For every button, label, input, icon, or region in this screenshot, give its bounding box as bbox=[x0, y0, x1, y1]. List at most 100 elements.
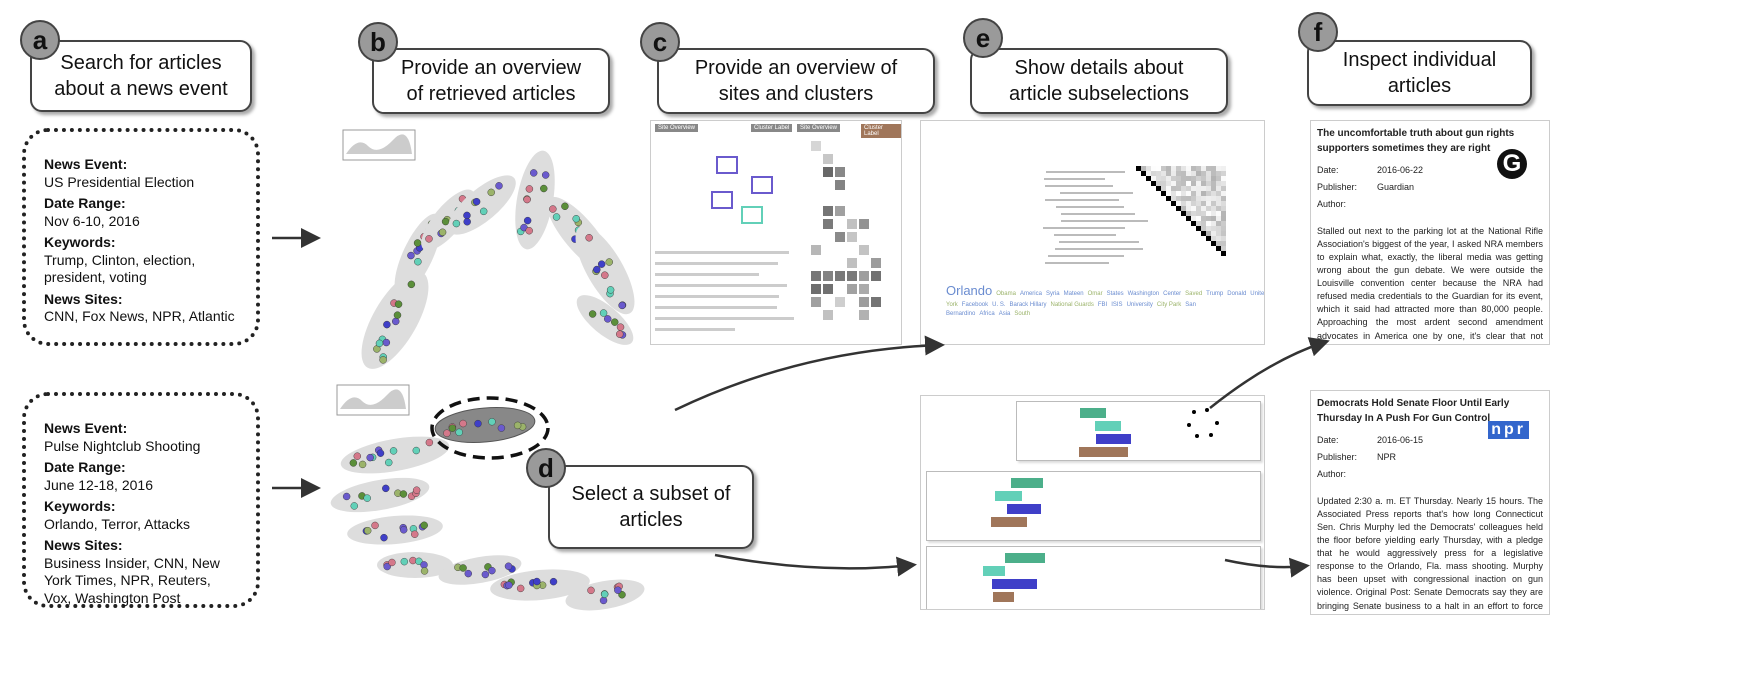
logo: G bbox=[1497, 149, 1527, 179]
meta-row: Author: bbox=[1317, 199, 1347, 210]
similarity-cell bbox=[1206, 181, 1211, 186]
word: Obama bbox=[996, 291, 1016, 297]
matrix-cell bbox=[847, 284, 857, 294]
similarity-cell bbox=[1216, 216, 1221, 221]
similarity-cell bbox=[1206, 176, 1211, 181]
similarity-cell bbox=[1206, 221, 1211, 226]
similarity-cell bbox=[1216, 226, 1221, 231]
similarity-cell bbox=[1176, 181, 1181, 186]
similarity-cell bbox=[1186, 211, 1191, 216]
similarity-cell bbox=[1171, 166, 1176, 171]
word: Mateen bbox=[1063, 291, 1084, 297]
similarity-cell bbox=[1216, 231, 1221, 236]
bar bbox=[994, 491, 1023, 501]
meta-row: Date: 2016-06-22 bbox=[1317, 164, 1543, 177]
field-value: Nov 6-10, 2016 bbox=[44, 212, 140, 229]
similarity-cell bbox=[1221, 241, 1226, 246]
similarity-cell bbox=[1216, 246, 1221, 251]
similarity-cell bbox=[1171, 181, 1176, 186]
word: Facebook bbox=[961, 301, 989, 308]
word: National Guards bbox=[1050, 301, 1094, 308]
similarity-cell bbox=[1221, 236, 1226, 241]
similarity-cell bbox=[1221, 171, 1226, 176]
logo: npr bbox=[1488, 421, 1529, 439]
similarity-cell bbox=[1211, 201, 1216, 206]
similarity-cell bbox=[1201, 216, 1206, 221]
similarity-cell bbox=[1196, 186, 1201, 191]
similarity-cell bbox=[1221, 191, 1226, 196]
similarity-cell bbox=[1201, 206, 1206, 211]
similarity-cell bbox=[1216, 236, 1221, 241]
similarity-cell bbox=[1171, 171, 1176, 176]
matrix-cell bbox=[811, 284, 821, 294]
matrix-cell bbox=[811, 271, 821, 281]
similarity-cell bbox=[1166, 191, 1171, 196]
text-line bbox=[655, 317, 794, 320]
field-label: Date Range: bbox=[44, 459, 126, 475]
matrix-cell bbox=[871, 297, 881, 307]
similarity-cell bbox=[1196, 176, 1201, 181]
bar bbox=[1010, 478, 1044, 488]
similarity-cell bbox=[1211, 191, 1216, 196]
similarity-cell bbox=[1206, 216, 1211, 221]
similarity-cell bbox=[1191, 166, 1196, 171]
field-label: News Event: bbox=[44, 420, 128, 436]
field-value: June 12-18, 2016 bbox=[44, 476, 153, 493]
site-node bbox=[741, 206, 763, 224]
matrix-cell bbox=[859, 219, 869, 229]
article-title: Democrats Hold Senate Floor Until Early … bbox=[1317, 398, 1510, 424]
similarity-cell bbox=[1161, 166, 1166, 171]
similarity-cell bbox=[1211, 166, 1216, 171]
field-value: Business Insider, CNN, New York Times, N… bbox=[44, 554, 220, 606]
similarity-cell bbox=[1191, 171, 1196, 176]
bar bbox=[1079, 408, 1107, 418]
text-line bbox=[1058, 241, 1140, 243]
similarity-cell bbox=[1211, 171, 1216, 176]
similarity-cell bbox=[1196, 171, 1201, 176]
similarity-cell bbox=[1186, 216, 1191, 221]
similarity-cell bbox=[1181, 176, 1186, 181]
field-label: News Event: bbox=[44, 156, 128, 172]
meta-row: Publisher: NPR bbox=[1317, 451, 1543, 464]
similarity-cell bbox=[1196, 196, 1201, 201]
matrix-cell bbox=[823, 206, 833, 216]
article-dot bbox=[379, 356, 387, 364]
similarity-cell bbox=[1166, 186, 1171, 191]
similarity-cell bbox=[1196, 166, 1201, 171]
field-value: Pulse Nightclub Shooting bbox=[44, 437, 201, 454]
similarity-cell bbox=[1171, 176, 1176, 181]
similarity-cell bbox=[1136, 166, 1141, 171]
site-node bbox=[716, 156, 738, 174]
button: Cluster Label bbox=[751, 124, 793, 132]
similarity-cell bbox=[1171, 186, 1176, 191]
similarity-cell bbox=[1201, 181, 1206, 186]
bar bbox=[992, 579, 1038, 589]
text-line bbox=[1060, 220, 1149, 222]
similarity-cell bbox=[1146, 166, 1151, 171]
field-value: CNN, Fox News, NPR, Atlantic bbox=[44, 308, 235, 324]
text-line bbox=[1044, 199, 1119, 201]
query-box: News Event: Pulse Nightclub Shooting Date … bbox=[22, 392, 260, 608]
step-badge: a bbox=[20, 20, 60, 60]
similarity-cell bbox=[1221, 196, 1226, 201]
similarity-cell bbox=[1176, 191, 1181, 196]
similarity-cell bbox=[1206, 186, 1211, 191]
article-dot bbox=[379, 353, 387, 361]
similarity-cell bbox=[1211, 231, 1216, 236]
similarity-cell bbox=[1206, 231, 1211, 236]
similarity-cell bbox=[1181, 201, 1186, 206]
bar bbox=[1078, 447, 1128, 457]
word: Syria bbox=[1045, 291, 1060, 297]
meta-row: Date: 2016-06-15 bbox=[1317, 434, 1543, 447]
matrix-cell bbox=[859, 245, 869, 255]
matrix-cell bbox=[823, 271, 833, 281]
similarity-cell bbox=[1166, 166, 1171, 171]
meta-label: Date: bbox=[1317, 165, 1339, 175]
similarity-cell bbox=[1166, 176, 1171, 181]
similarity-cell bbox=[1221, 226, 1226, 231]
text-line bbox=[1046, 171, 1125, 173]
word: San Bernardino bbox=[946, 301, 1196, 317]
field-label: Keywords: bbox=[44, 234, 116, 250]
article: The uncomfortable truth about gun rights… bbox=[1317, 127, 1543, 344]
similarity-cell bbox=[1161, 181, 1166, 186]
